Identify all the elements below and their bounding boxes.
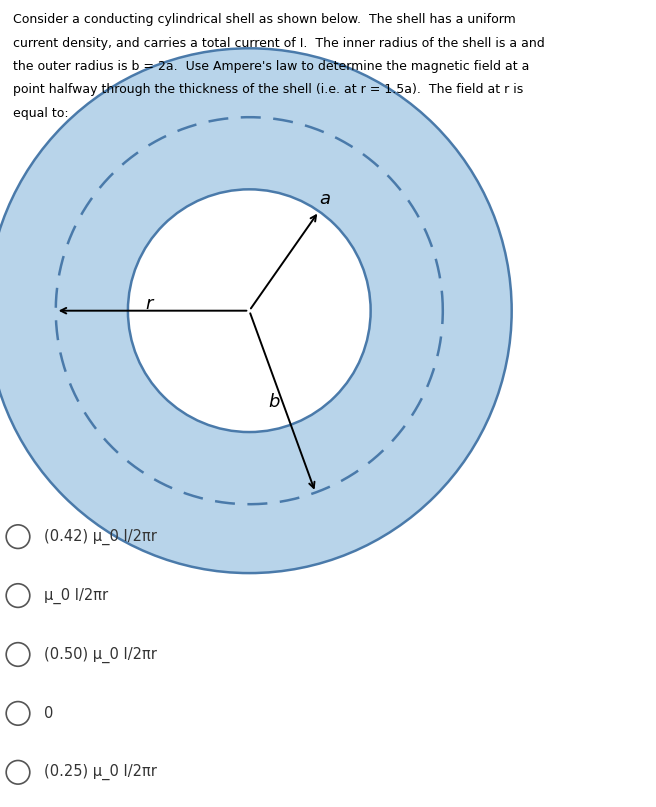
Circle shape <box>128 190 371 432</box>
Text: Consider a conducting cylindrical shell as shown below.  The shell has a uniform: Consider a conducting cylindrical shell … <box>13 13 516 26</box>
Text: (0.25) μ_0 I/2πr: (0.25) μ_0 I/2πr <box>44 764 157 780</box>
Text: equal to:: equal to: <box>13 107 69 120</box>
Circle shape <box>6 583 30 608</box>
Circle shape <box>6 642 30 667</box>
Circle shape <box>6 701 30 725</box>
Text: current density, and carries a total current of I.  The inner radius of the shel: current density, and carries a total cur… <box>13 36 544 49</box>
Circle shape <box>0 48 512 573</box>
Text: the outer radius is b = 2a.  Use Ampere's law to determine the magnetic field at: the outer radius is b = 2a. Use Ampere's… <box>13 60 529 73</box>
Text: r: r <box>145 295 152 312</box>
Circle shape <box>6 525 30 549</box>
Text: point halfway through the thickness of the shell (i.e. at r = 1.5a).  The field : point halfway through the thickness of t… <box>13 83 523 97</box>
Text: b: b <box>268 393 279 412</box>
Text: (0.42) μ_0 I/2πr: (0.42) μ_0 I/2πr <box>44 529 157 545</box>
Text: a: a <box>319 190 331 208</box>
Text: (0.50) μ_0 I/2πr: (0.50) μ_0 I/2πr <box>44 646 157 663</box>
Circle shape <box>6 760 30 784</box>
Text: μ_0 I/2πr: μ_0 I/2πr <box>44 587 108 604</box>
Text: 0: 0 <box>44 706 53 721</box>
